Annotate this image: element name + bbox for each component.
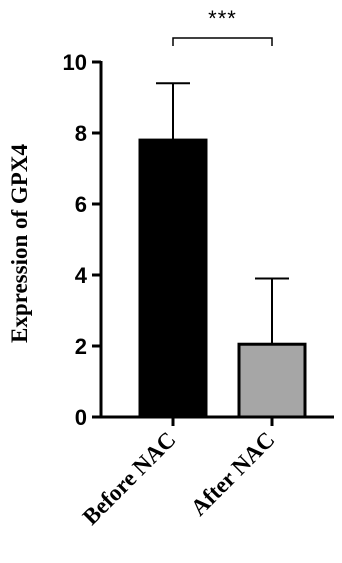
bar	[138, 138, 208, 419]
x-category-label: Before NAC	[78, 427, 181, 530]
x-category-label: After NAC	[186, 427, 280, 521]
y-axis-title: Expression of GPX4	[7, 144, 32, 343]
significance-bracket	[172, 37, 273, 46]
y-tick-label: 6	[75, 192, 87, 217]
y-tick-label: 4	[75, 263, 88, 288]
error-bars	[156, 82, 289, 345]
y-tick-label: 10	[63, 50, 87, 75]
significance-label: ***	[208, 6, 237, 31]
y-axis: 0 2 4 6 8 10	[63, 50, 103, 430]
significance-annotation: ***	[172, 6, 273, 46]
y-tick-label: 8	[75, 121, 87, 146]
bar	[237, 342, 307, 419]
y-tick-label: 2	[75, 334, 87, 359]
x-axis: Before NAC After NAC	[78, 415, 334, 530]
y-tick-label: 0	[75, 405, 87, 430]
